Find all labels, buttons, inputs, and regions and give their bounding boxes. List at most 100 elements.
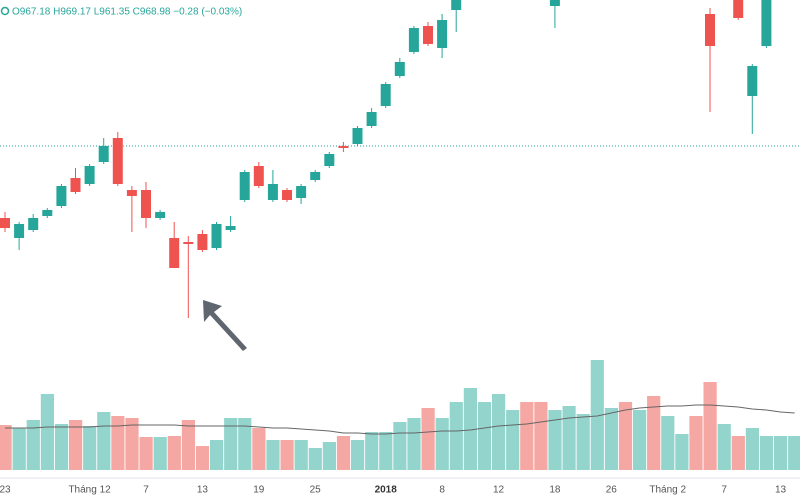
ohlc-header: O967.18 H969.17 L961.35 C968.98 −0.28 (−… — [12, 7, 242, 18]
volume-bar — [633, 410, 647, 470]
volume-bar — [280, 440, 294, 470]
candle-body — [380, 84, 391, 106]
candle-body — [253, 166, 264, 186]
volume-bar — [618, 402, 633, 470]
x-tick-label: 7 — [143, 485, 149, 496]
volume-bar — [322, 442, 336, 470]
candle-body — [451, 0, 462, 10]
volume-bar — [125, 418, 139, 470]
x-tick-label: 13 — [197, 485, 209, 496]
volume-bar — [252, 428, 266, 470]
candle-body — [549, 0, 560, 6]
volume-bar — [506, 410, 520, 470]
volume-bar — [590, 360, 604, 470]
volume-bar — [54, 424, 69, 470]
candle-body — [324, 154, 335, 166]
volume-bar — [492, 394, 506, 470]
x-tick-label: 25 — [310, 485, 322, 496]
volume-bar — [407, 418, 421, 470]
volume-bar — [379, 432, 393, 470]
volume-bar — [604, 408, 618, 470]
volume-bar — [562, 406, 576, 470]
volume-bar — [153, 437, 167, 470]
candle-body — [310, 172, 321, 180]
x-tick-label: 8 — [439, 485, 445, 496]
volume-bar — [759, 436, 774, 470]
volume-bar — [181, 420, 195, 470]
candle-body — [352, 128, 363, 144]
candle-body — [408, 28, 419, 52]
candle-body — [423, 26, 433, 44]
volume-bar — [294, 440, 308, 470]
volume-bar — [435, 418, 449, 470]
x-tick-label: 12 — [493, 485, 505, 496]
volume-bar — [774, 436, 788, 470]
candle-body — [126, 190, 137, 196]
candle-body — [0, 218, 10, 228]
volume-bar — [520, 402, 534, 470]
volume-bar — [224, 418, 238, 470]
candle-body — [733, 0, 744, 18]
volume-bar — [548, 410, 562, 470]
volume-bar — [534, 402, 548, 470]
volume-bar — [365, 432, 379, 470]
candle-body — [338, 146, 349, 148]
candle-body — [155, 212, 166, 218]
volume-bar — [167, 436, 181, 470]
candle-body — [705, 14, 715, 46]
volume-bar — [463, 388, 477, 470]
x-tick-label: 23 — [0, 485, 11, 496]
volume-bar — [661, 416, 675, 470]
volume-bar — [336, 436, 351, 470]
volume-bar — [477, 402, 492, 470]
x-tick-label: 19 — [253, 485, 265, 496]
volume-bar — [0, 425, 12, 470]
candle-body — [56, 186, 67, 206]
x-tick-label: 7 — [721, 485, 727, 496]
volume-bar — [238, 418, 252, 470]
volume-bar — [717, 424, 731, 470]
volume-bar — [26, 420, 40, 470]
candle-body — [84, 166, 95, 184]
volume-bar — [449, 402, 463, 470]
candle-body — [296, 186, 307, 198]
volume-bar — [308, 448, 322, 470]
candle-body — [437, 20, 448, 48]
x-tick-label: 13 — [775, 485, 787, 496]
volume-bar — [703, 382, 717, 470]
candle-body — [761, 0, 772, 46]
volume-bar — [647, 396, 661, 470]
volume-bar — [97, 412, 111, 470]
volume-bar — [731, 436, 745, 470]
candle-body — [169, 238, 180, 268]
volume-bar — [210, 440, 224, 470]
volume-bar — [69, 420, 83, 470]
volume-bar — [40, 394, 54, 470]
candle-body — [366, 112, 377, 126]
volume-bar — [139, 437, 153, 470]
candle-body — [747, 66, 758, 96]
x-tick-label: 18 — [549, 485, 561, 496]
candle-body — [14, 224, 25, 238]
candle-body — [267, 184, 278, 200]
candle-body — [112, 138, 123, 184]
candle-body — [197, 234, 208, 250]
x-tick-label: 26 — [606, 485, 618, 496]
volume-bar — [421, 408, 435, 470]
candle-body — [98, 146, 109, 162]
candle-body — [239, 172, 250, 200]
volume-bar — [745, 428, 759, 470]
candle-body — [28, 218, 39, 230]
volume-bar — [689, 416, 703, 470]
volume-ma — [5, 404, 795, 435]
candles — [0, 0, 772, 318]
volume-bar — [576, 414, 590, 470]
header-icon — [0, 6, 10, 16]
candle-body — [183, 242, 194, 244]
volume-bar — [111, 416, 125, 470]
volume-bar — [12, 428, 26, 470]
volume-bar — [351, 440, 365, 470]
x-tick-label: Tháng 2 — [649, 485, 686, 496]
x-tick-label: 2018 — [375, 485, 398, 496]
